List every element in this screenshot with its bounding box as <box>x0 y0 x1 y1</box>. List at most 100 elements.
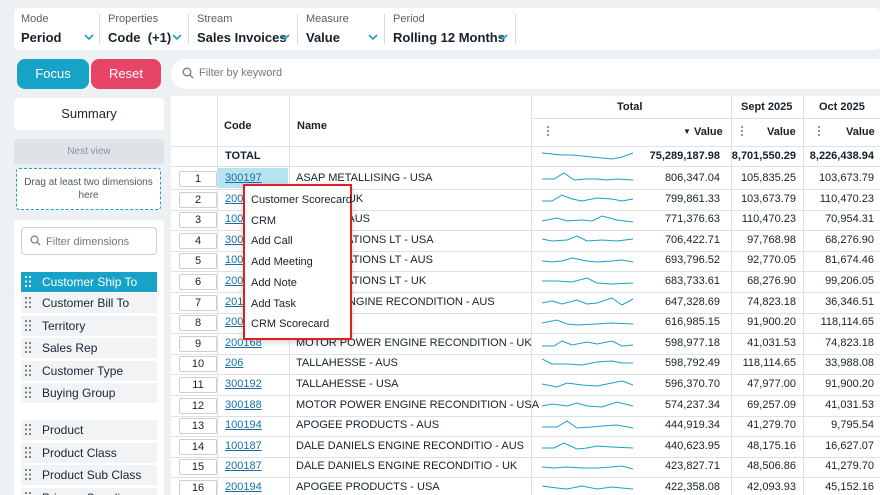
chevron-down-icon[interactable] <box>367 31 379 43</box>
row-number[interactable]: 4 <box>179 232 217 249</box>
customer-code-link[interactable]: 100 <box>225 213 244 226</box>
customer-code-link[interactable]: 300188 <box>225 398 262 411</box>
drag-handle-icon[interactable] <box>24 423 32 436</box>
customer-code-link[interactable]: 300 <box>225 233 244 246</box>
dimension-dropzone[interactable]: Drag at least two dimensions here <box>16 168 161 210</box>
total-value: 799,861.33 <box>664 192 720 205</box>
dimension-label: Primary Supplier <box>42 491 131 495</box>
row-number[interactable]: 12 <box>179 397 217 414</box>
dimension-item[interactable]: Product Sub Class <box>21 465 157 485</box>
customer-code-link[interactable]: 200 <box>225 316 244 329</box>
drag-handle-icon[interactable] <box>24 319 32 332</box>
nest-view-button[interactable]: Nest view <box>14 139 164 164</box>
dimension-item[interactable]: Customer Ship To <box>21 272 157 292</box>
customer-code-link[interactable]: 200 <box>225 275 244 287</box>
column-menu-icon[interactable] <box>817 125 821 137</box>
row-number[interactable]: 11 <box>179 377 217 393</box>
context-menu-item[interactable]: Add Meeting <box>251 256 313 269</box>
chevron-down-icon[interactable] <box>83 31 95 43</box>
row-number[interactable]: 1 <box>179 171 217 187</box>
column-header-name[interactable]: Name <box>297 120 327 132</box>
sept-value: 105,835.25 <box>740 172 796 184</box>
stream-filter[interactable]: Stream Sales Invoices <box>190 8 298 50</box>
sort-desc-icon[interactable]: ▼ <box>683 127 691 136</box>
customer-code-link[interactable]: 100194 <box>225 419 262 432</box>
chevron-down-icon[interactable] <box>279 31 291 43</box>
search-icon <box>182 67 194 82</box>
column-header-sept-value[interactable]: Value <box>767 126 796 138</box>
dimension-label: Product Sub Class <box>42 468 142 482</box>
customer-code-link[interactable]: 200187 <box>225 460 262 473</box>
divider <box>171 292 880 293</box>
sept-value: 41,279.70 <box>747 419 796 432</box>
context-menu-item[interactable]: Add Call <box>251 235 293 248</box>
drag-handle-icon[interactable] <box>24 446 32 459</box>
row-number[interactable]: 16 <box>179 480 217 495</box>
oct-value: 9,795.54 <box>831 419 874 432</box>
customer-code-link[interactable]: 201 <box>225 295 244 308</box>
total-row-oct: 8,226,438.94 <box>809 150 874 162</box>
drag-handle-icon[interactable] <box>24 341 32 354</box>
drag-handle-icon[interactable] <box>24 386 32 399</box>
drag-handle-icon[interactable] <box>24 468 32 481</box>
sparkline <box>542 257 633 263</box>
measure-filter[interactable]: Measure Value <box>299 8 385 50</box>
column-menu-icon[interactable] <box>546 125 550 137</box>
column-header-code[interactable]: Code <box>224 120 252 132</box>
drag-handle-icon[interactable] <box>24 364 32 377</box>
drag-handle-icon[interactable] <box>24 296 32 309</box>
dimension-item[interactable]: Buying Group <box>21 383 157 403</box>
column-menu-icon[interactable] <box>740 125 744 137</box>
divider <box>171 436 880 438</box>
dimension-item[interactable]: Product Class <box>21 443 157 463</box>
row-number[interactable]: 6 <box>179 274 217 290</box>
column-header-total-value[interactable]: Value <box>694 126 723 138</box>
row-number[interactable]: 2 <box>179 191 217 208</box>
chevron-down-icon[interactable] <box>171 31 183 43</box>
drag-handle-icon[interactable] <box>24 491 32 495</box>
keyword-search-input[interactable]: Filter by keyword <box>171 59 880 89</box>
dimension-item[interactable]: Territory <box>21 316 157 336</box>
context-menu-item[interactable]: Add Task <box>251 297 297 310</box>
period-filter[interactable]: Period Rolling 12 Months <box>386 8 516 50</box>
dimension-label: Territory <box>42 319 86 333</box>
context-menu-item[interactable]: Add Note <box>251 276 297 289</box>
chevron-down-icon[interactable] <box>497 31 509 43</box>
customer-code-link[interactable]: 206 <box>225 357 244 370</box>
dimension-item[interactable]: Sales Rep <box>21 338 157 358</box>
row-number[interactable]: 15 <box>179 459 217 476</box>
row-number[interactable]: 9 <box>179 335 217 352</box>
row-number[interactable]: 14 <box>179 438 217 455</box>
summary-button[interactable]: Summary <box>14 98 164 130</box>
customer-code-link[interactable]: 100187 <box>225 439 262 452</box>
filter-dimensions-input[interactable]: Filter dimensions <box>21 227 157 255</box>
dimension-item[interactable]: Product <box>21 420 157 440</box>
column-header-oct-value[interactable]: Value <box>846 126 875 138</box>
mode-filter[interactable]: Mode Period <box>14 8 100 50</box>
context-menu-item[interactable]: CRM <box>251 214 277 227</box>
dimension-item[interactable]: Customer Bill To <box>21 293 157 313</box>
context-menu-item[interactable]: Customer Scorecard <box>251 194 352 206</box>
reset-button[interactable]: Reset <box>91 59 161 89</box>
divider <box>171 312 880 314</box>
row-number[interactable]: 7 <box>179 294 217 311</box>
dimension-item[interactable]: Primary Supplier <box>21 488 157 495</box>
customer-code-link[interactable]: 200 <box>225 192 244 205</box>
focus-button[interactable]: Focus <box>17 59 89 89</box>
filter-dimensions-placeholder: Filter dimensions <box>46 236 130 248</box>
customer-code-link[interactable]: 300197 <box>218 168 288 188</box>
customer-code-link[interactable]: 100 <box>225 254 244 267</box>
properties-filter[interactable]: Properties Code (+1) <box>101 8 189 50</box>
total-row-label: TOTAL <box>225 150 261 162</box>
row-number[interactable]: 13 <box>179 418 217 435</box>
dimension-item[interactable]: Customer Type <box>21 361 157 381</box>
row-number[interactable]: 5 <box>179 253 217 270</box>
drag-handle-icon[interactable] <box>24 275 32 288</box>
row-number[interactable]: 8 <box>179 315 217 332</box>
oct-value: 118,114.65 <box>820 316 874 329</box>
row-number[interactable]: 3 <box>179 212 217 229</box>
customer-code-link[interactable]: 200194 <box>225 481 262 493</box>
customer-code-link[interactable]: 300192 <box>225 378 262 390</box>
row-number[interactable]: 10 <box>179 356 217 373</box>
context-menu-item[interactable]: CRM Scorecard <box>251 318 330 331</box>
